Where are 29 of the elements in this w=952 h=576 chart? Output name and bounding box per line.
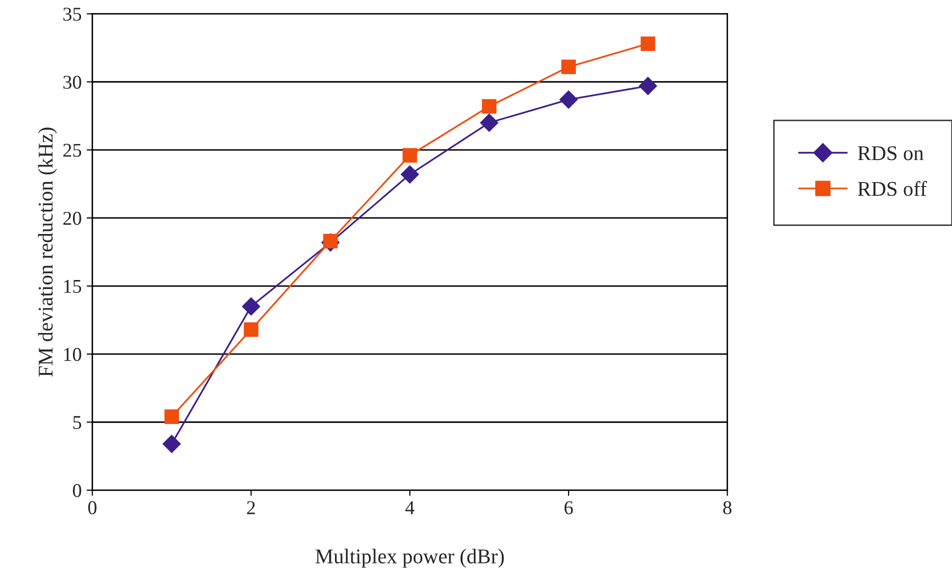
point xyxy=(242,297,260,316)
point xyxy=(559,90,578,109)
point xyxy=(638,76,658,96)
legend-label: RDS on xyxy=(858,146,924,160)
y-axis-title: FM deviation reduction (kHz) xyxy=(38,128,57,377)
legend-label: RDS off xyxy=(858,181,927,196)
point xyxy=(162,434,182,454)
point xyxy=(400,165,420,184)
y-tick-label: 0 xyxy=(72,484,82,498)
x-tick-label: 8 xyxy=(723,501,732,514)
point xyxy=(640,36,656,52)
y-tick-label: 35 xyxy=(63,8,82,21)
x-tick-label: 4 xyxy=(405,501,414,514)
y-tick-label: 5 xyxy=(73,416,82,430)
point xyxy=(402,148,418,163)
x-tick-label: 6 xyxy=(564,501,573,514)
point xyxy=(480,113,499,132)
y-tick-label: 15 xyxy=(64,280,82,293)
x-axis-title: Multiplex power (dBr) xyxy=(316,548,504,568)
point xyxy=(244,322,258,337)
y-tick-label: 25 xyxy=(63,144,82,157)
point xyxy=(482,99,496,114)
point xyxy=(164,409,179,424)
y-tick-label: 20 xyxy=(63,212,82,225)
point xyxy=(561,60,576,74)
y-tick-label: 30 xyxy=(63,76,82,89)
x-tick-label: 2 xyxy=(247,501,255,514)
x-tick-label: 0 xyxy=(88,501,96,514)
y-tick-label: 10 xyxy=(64,348,82,362)
